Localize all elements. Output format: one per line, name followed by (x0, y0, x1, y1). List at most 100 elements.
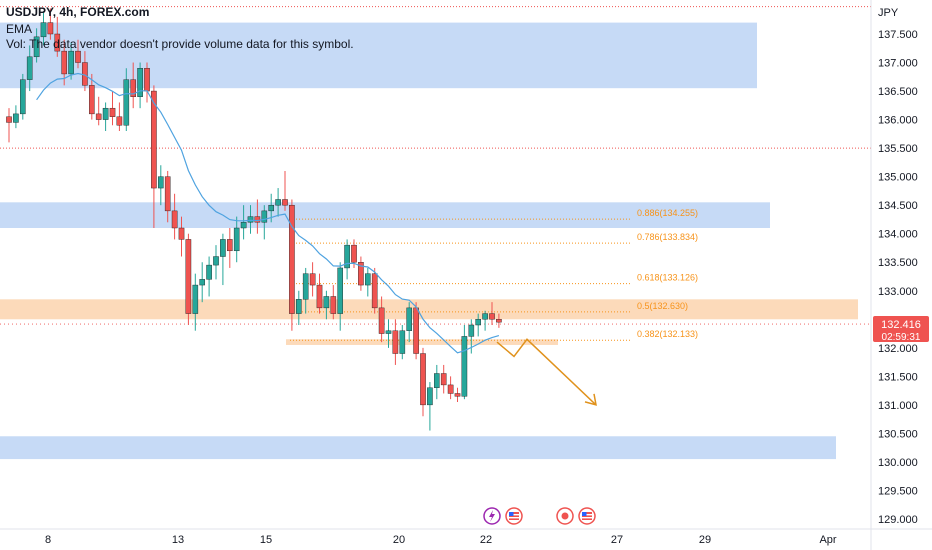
candle-body (61, 50, 67, 75)
candle-body (268, 204, 275, 212)
price-tick-label: 130.500 (878, 428, 918, 440)
current-price-tag: 132.416 02:59:31 (873, 316, 929, 343)
price-tick-label: 134.500 (878, 200, 918, 212)
candlestick-series (6, 8, 502, 431)
candle-body (282, 199, 288, 206)
time-tick-label: 13 (172, 534, 184, 546)
candle-body (337, 267, 344, 314)
candle-body (482, 313, 488, 320)
bar-countdown: 02:59:31 (882, 332, 921, 343)
ema-legend[interactable]: EMA (6, 22, 33, 36)
candle-body (144, 68, 150, 92)
price-tick-label: 137.500 (878, 29, 918, 41)
candle-body (68, 50, 74, 75)
fib-level-label: 0.786(133.834) (637, 232, 698, 242)
candle-body (116, 116, 123, 126)
price-tick-label: 131.000 (878, 400, 918, 412)
candle-body (475, 319, 482, 326)
candle-body (157, 176, 164, 189)
candle-body (392, 330, 399, 354)
candle-body (13, 113, 19, 123)
candle-body (226, 239, 233, 252)
event-dot-icon[interactable] (556, 507, 574, 525)
volume-legend[interactable]: Vol: The data vendor doesn't provide vol… (6, 37, 354, 51)
chart-title[interactable]: USDJPY, 4h, FOREX.com (6, 5, 150, 19)
fibonacci-levels: 0.886(134.255) 0.786(133.834) 0.618(133.12… (290, 208, 698, 341)
ema-line (36, 72, 500, 354)
candle-body (20, 79, 26, 115)
time-tick-label: 22 (480, 534, 492, 546)
price-axis[interactable]: 137.500 137.000 136.500 136.000 135.500 135.0… (878, 29, 918, 526)
price-tick-label: 133.500 (878, 257, 918, 269)
candle-body (178, 227, 185, 240)
candle-body (137, 68, 143, 97)
candle-body (344, 244, 350, 269)
projection-path (496, 338, 597, 406)
candle-body (40, 22, 47, 38)
candle-body (220, 239, 226, 257)
us-flag-icon[interactable] (578, 507, 596, 525)
candle-body (185, 239, 192, 314)
fib-level-label: 0.5(132.630) (637, 301, 688, 311)
projection-arrow (496, 338, 597, 406)
candle-body (468, 324, 475, 337)
price-tick-label: 132.000 (878, 343, 918, 355)
candle-body (378, 307, 385, 334)
candle-body (316, 284, 323, 309)
fib-level-label: 0.886(134.255) (637, 208, 698, 218)
candle-body (365, 273, 371, 286)
candle-body (302, 273, 309, 300)
price-tick-label: 130.000 (878, 457, 918, 469)
candle-body (275, 199, 281, 206)
time-axis[interactable]: 8 13 15 20 22 27 29 Apr (45, 534, 837, 546)
candle-body (399, 330, 406, 354)
candle-body (447, 384, 454, 394)
time-tick-label: 29 (699, 534, 711, 546)
candle-body (171, 210, 178, 229)
price-tick-label: 136.000 (878, 115, 918, 127)
candle-body (95, 113, 102, 120)
current-price: 132.416 (881, 319, 921, 331)
zone-supply (0, 202, 770, 228)
fib-level-label: 0.382(132.133) (637, 329, 698, 339)
reference-lines-layer (0, 6, 871, 325)
candle-body (199, 279, 206, 286)
candle-body (130, 79, 137, 97)
candle-body (254, 216, 261, 223)
price-tick-label: 135.000 (878, 172, 918, 184)
candle-body (213, 256, 219, 266)
candle-body (88, 85, 95, 115)
price-tick-label: 137.000 (878, 58, 918, 70)
candle-body (351, 244, 357, 263)
price-tick-label: 134.000 (878, 229, 918, 241)
candle-body (489, 313, 495, 320)
candle-body (461, 336, 468, 397)
price-tick-label: 131.500 (878, 371, 918, 383)
candle-body (296, 299, 302, 314)
time-tick-label: 8 (45, 534, 51, 546)
candle-body (496, 319, 502, 323)
candle-body (26, 56, 33, 80)
candle-body (261, 210, 268, 223)
projection-arrowhead (584, 393, 597, 406)
candle-body (309, 273, 316, 286)
candle-body (240, 222, 247, 229)
candle-body (206, 264, 212, 280)
candle-body (233, 227, 240, 252)
lightning-icon[interactable] (483, 507, 501, 525)
us-flag-icon[interactable] (505, 507, 523, 525)
candle-body (47, 22, 54, 35)
candle-body (427, 387, 433, 406)
candle-body (123, 79, 130, 126)
zone-demand (286, 339, 558, 345)
candle-body (440, 373, 447, 386)
candle-body (371, 273, 378, 309)
zone-supply (0, 22, 757, 89)
price-tick-label: 133.000 (878, 286, 918, 298)
price-tick-label: 135.500 (878, 143, 918, 155)
candle-body (406, 307, 413, 331)
candle-body (330, 296, 337, 314)
candle-body (164, 176, 171, 212)
time-tick-label: Apr (819, 534, 836, 546)
